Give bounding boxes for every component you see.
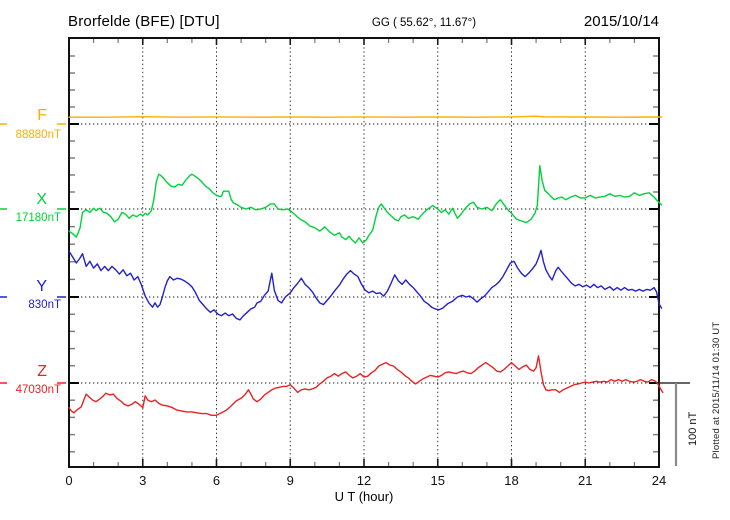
series-baseline-X: 17180nT xyxy=(15,212,61,224)
x-tick-label-0: 0 xyxy=(65,473,73,488)
x-tick-label-24: 24 xyxy=(651,473,667,488)
x-tick-label-18: 18 xyxy=(504,473,519,488)
x-axis-tick-labels: 0 3 6 9 12 15 18 21 24 xyxy=(0,473,730,489)
series-baseline-Z: 47030nT xyxy=(15,384,61,396)
x-axis-title: U T (hour) xyxy=(334,489,394,504)
station-title: Brorfelde (BFE) [DTU] xyxy=(68,13,220,30)
series-label-F: F xyxy=(37,107,47,124)
x-tick-label-9: 9 xyxy=(286,473,294,488)
x-tick-label-15: 15 xyxy=(430,473,445,488)
series-baseline-F: 88880nT xyxy=(15,129,61,141)
x-tick-label-6: 6 xyxy=(212,473,221,488)
trace-Y xyxy=(68,249,663,321)
x-tick-label-3: 3 xyxy=(139,473,147,488)
series-label-Y: Y xyxy=(36,278,47,295)
scale-bar-label: 100 nT xyxy=(687,411,699,446)
trace-Z xyxy=(68,355,664,416)
series-label-Z: Z xyxy=(37,363,47,380)
geographic-coordinates: GG ( 55.62°, 11.67°) xyxy=(371,17,477,29)
trace-F xyxy=(68,115,663,118)
observation-date: 2015/10/14 xyxy=(583,13,659,30)
x-tick-label-21: 21 xyxy=(578,473,593,488)
plotted-at-note: Plotted at 2015/11/14 01:30 UT xyxy=(711,321,722,459)
plot-frame xyxy=(68,37,660,468)
series-baseline-Y: 830nT xyxy=(28,299,61,311)
trace-X xyxy=(68,164,663,244)
x-tick-label-12: 12 xyxy=(356,473,372,488)
series-label-X: X xyxy=(36,191,47,208)
